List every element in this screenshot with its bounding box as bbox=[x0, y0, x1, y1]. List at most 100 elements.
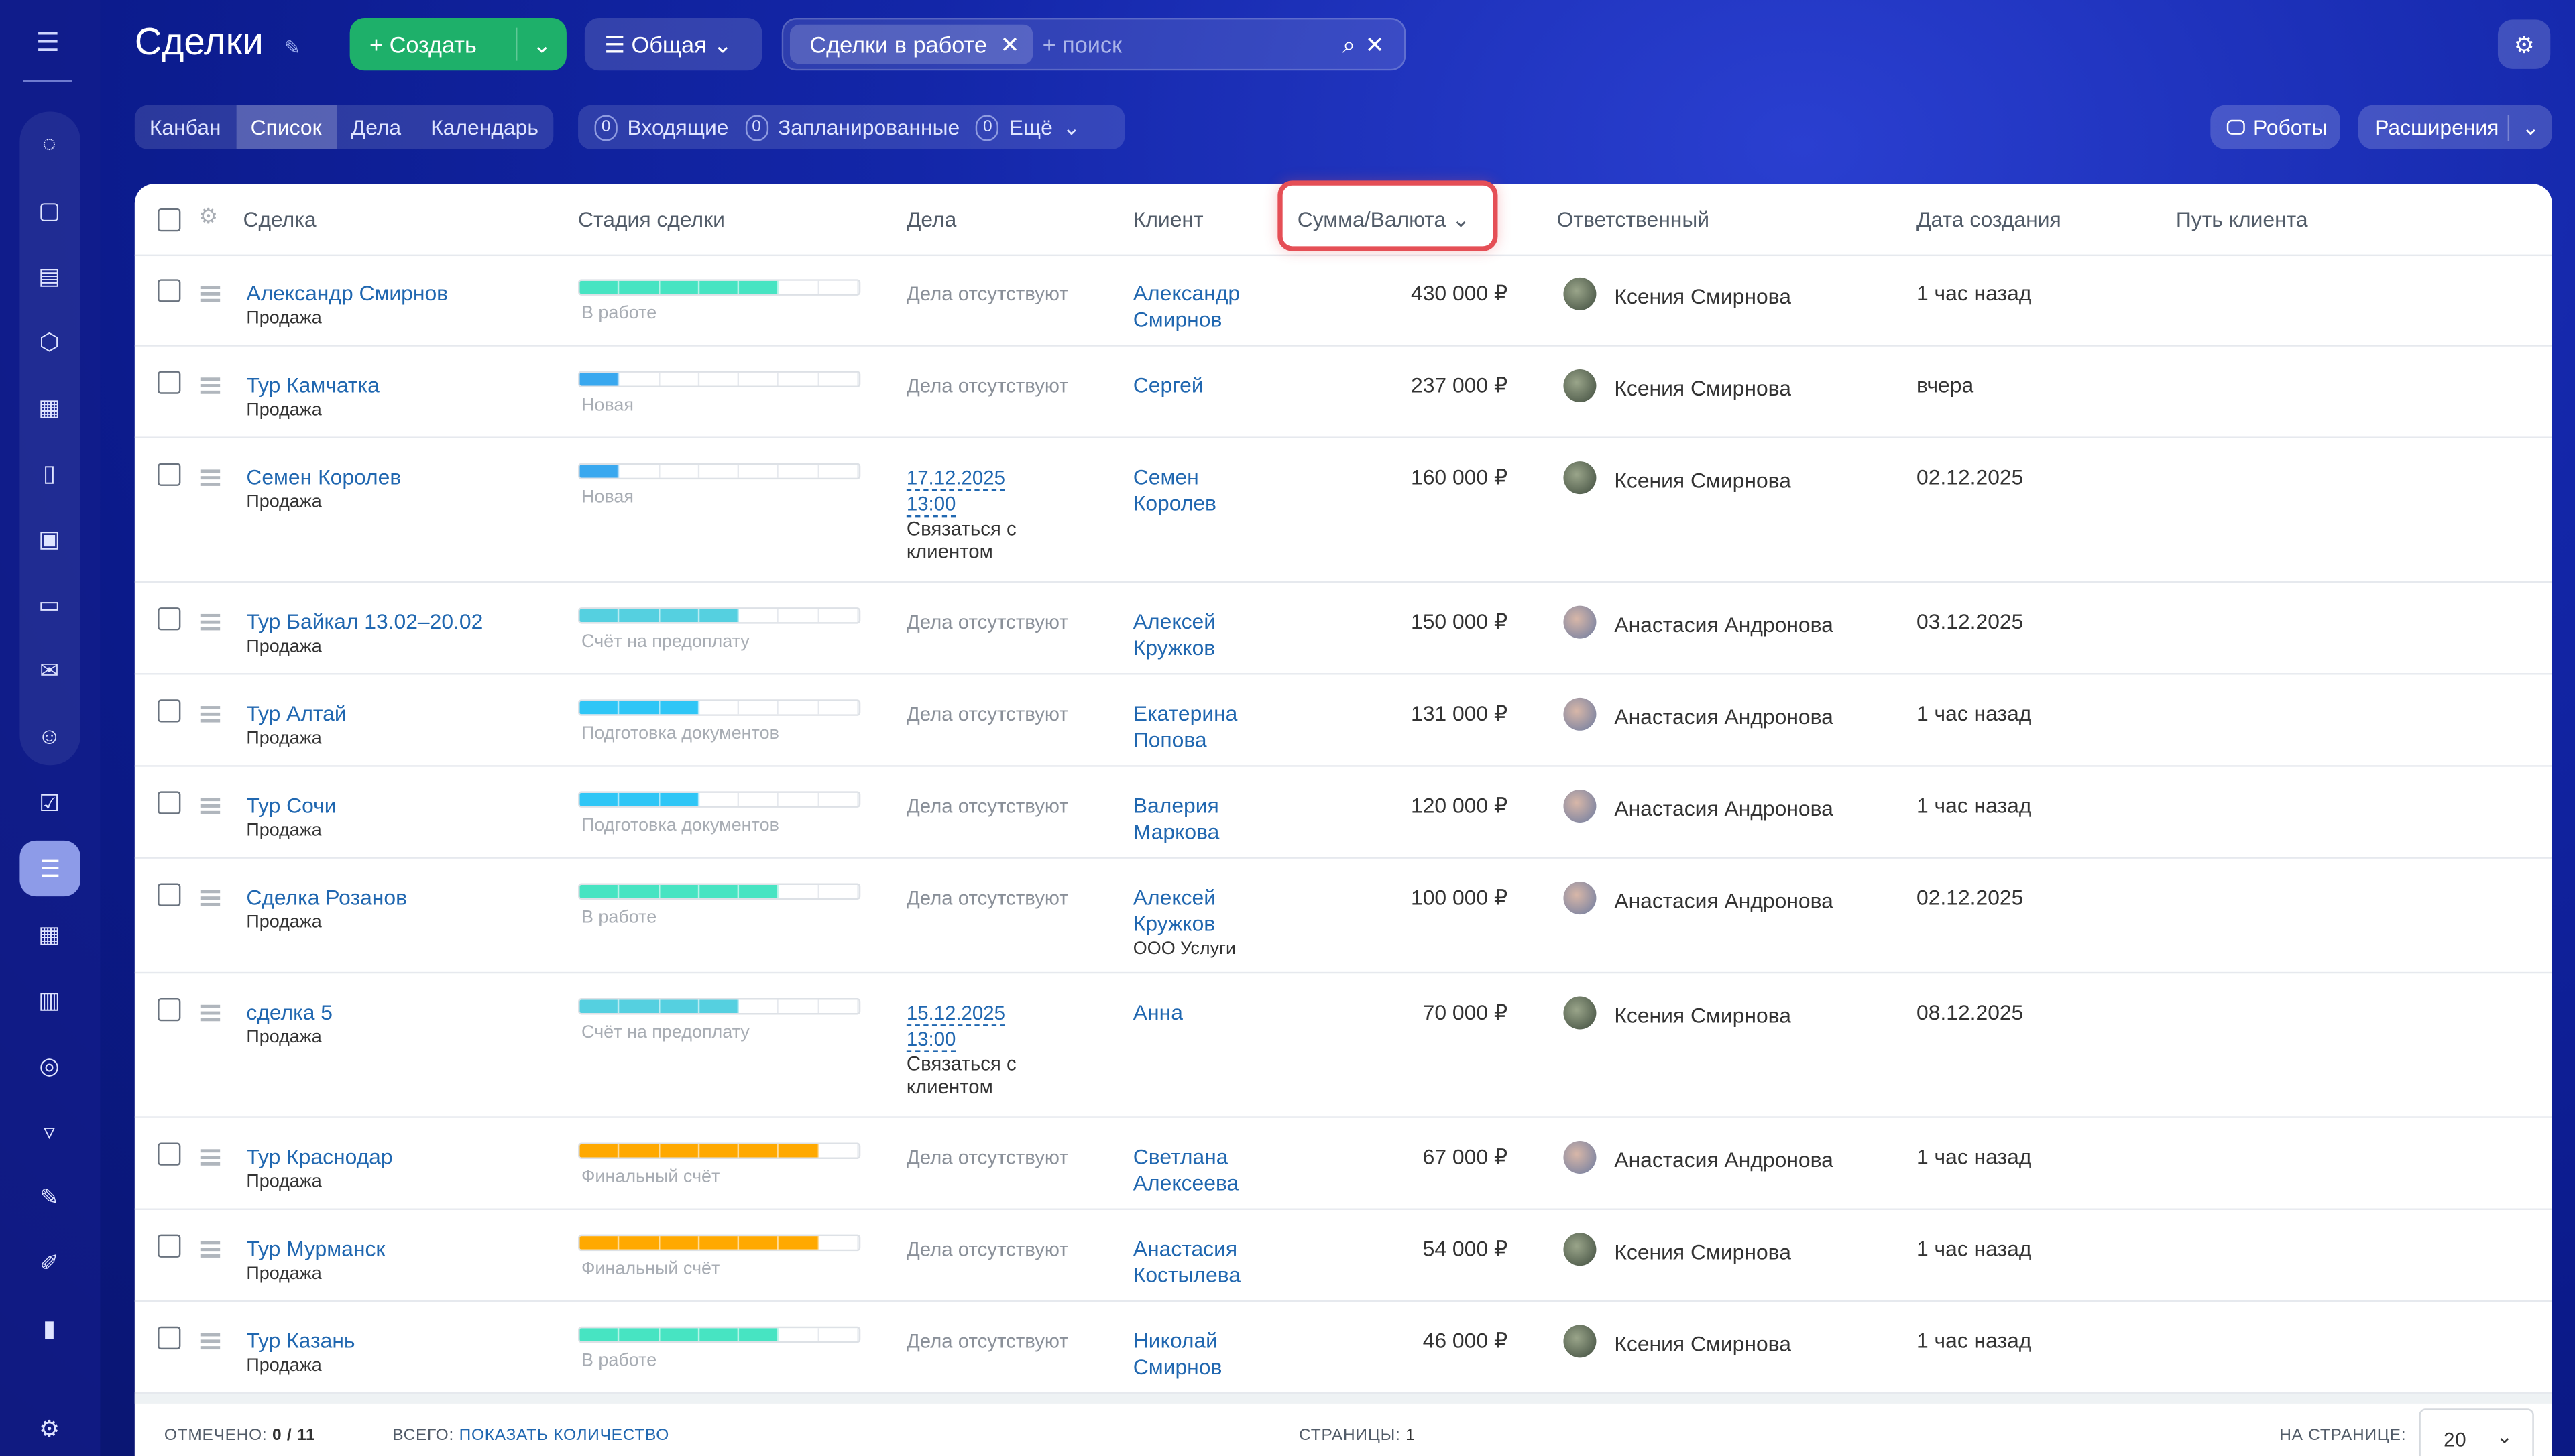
col-stage[interactable]: Стадия сделки bbox=[578, 206, 725, 232]
drag-handle-icon[interactable] bbox=[200, 798, 221, 814]
col-responsible[interactable]: Ответственный bbox=[1556, 206, 1710, 232]
row-checkbox[interactable] bbox=[158, 1142, 181, 1166]
row-checkbox[interactable] bbox=[158, 371, 181, 394]
drag-handle-icon[interactable] bbox=[200, 1333, 221, 1350]
board-icon[interactable]: ▣ bbox=[38, 525, 60, 552]
counter-2[interactable]: 0 Ещё bbox=[960, 114, 1053, 141]
avatar[interactable] bbox=[1563, 277, 1597, 310]
stage-progress-bar[interactable] bbox=[578, 279, 861, 296]
drag-handle-icon[interactable] bbox=[200, 613, 221, 631]
client-link[interactable]: Анастасия Костылева bbox=[1133, 1236, 1241, 1288]
extensions-button[interactable]: Расширения ⌄ bbox=[2358, 105, 2552, 149]
client-link[interactable]: Екатерина Попова bbox=[1133, 701, 1238, 752]
table-row[interactable]: Тур Байкал 13.02–20.02 Продажа Счёт на пре… bbox=[134, 583, 2552, 675]
table-row[interactable]: Тур Алтай Продажа Подготовка документов Дел… bbox=[134, 675, 2552, 767]
chat-icon[interactable]: ▢ bbox=[38, 196, 60, 224]
table-row[interactable]: сделка 5 Продажа Счёт на предоплату 15.12.2… bbox=[134, 973, 2552, 1118]
avatar[interactable] bbox=[1563, 996, 1597, 1030]
deal-name-link[interactable]: Тур Камчатка bbox=[246, 372, 380, 398]
drag-handle-icon[interactable] bbox=[200, 1149, 221, 1166]
stage-progress-bar[interactable] bbox=[578, 883, 861, 900]
view-tab[interactable]: Список bbox=[235, 105, 337, 149]
row-checkbox[interactable] bbox=[158, 997, 181, 1022]
client-link[interactable]: Семен Королев bbox=[1133, 465, 1216, 515]
search-icon[interactable]: ⌕ bbox=[1342, 30, 1356, 57]
show-count-link[interactable]: ПОКАЗАТЬ КОЛИЧЕСТВО bbox=[459, 1427, 670, 1445]
deal-name-link[interactable]: Тур Байкал 13.02–20.02 bbox=[246, 609, 483, 634]
view-tab[interactable]: Дела bbox=[351, 115, 402, 140]
table-row[interactable]: Семен Королев Продажа Новая 17.12.2025 13:00… bbox=[134, 438, 2552, 583]
chevron-down-icon[interactable]: ⌄ bbox=[2507, 114, 2552, 141]
row-checkbox[interactable] bbox=[158, 883, 181, 906]
deal-name-link[interactable]: Тур Казань bbox=[246, 1328, 355, 1353]
deal-name-link[interactable]: Тур Алтай bbox=[246, 701, 347, 726]
store-icon[interactable]: ▥ bbox=[38, 986, 60, 1014]
edit-icon[interactable]: ✐ bbox=[40, 1249, 59, 1276]
responsible-name[interactable]: Ксения Смирнова bbox=[1614, 1003, 1791, 1028]
responsible-name[interactable]: Анастасия Андронова bbox=[1614, 704, 1833, 729]
search-input[interactable]: + поиск bbox=[1042, 31, 1123, 58]
clear-icon[interactable]: ✕ bbox=[1365, 30, 1385, 57]
task-time-link[interactable]: 13:00 bbox=[906, 492, 956, 518]
responsible-name[interactable]: Анастасия Андронова bbox=[1614, 1147, 1833, 1172]
deals-icon[interactable]: ☰ bbox=[19, 840, 81, 897]
avatar[interactable] bbox=[1563, 789, 1597, 823]
col-path[interactable]: Путь клиента bbox=[2175, 206, 2308, 232]
drag-handle-icon[interactable] bbox=[200, 1004, 221, 1022]
select-all-checkbox[interactable] bbox=[158, 208, 181, 232]
row-checkbox[interactable] bbox=[158, 607, 181, 631]
deal-name-link[interactable]: Сделка Розанов bbox=[246, 885, 408, 910]
client-link[interactable]: Сергей bbox=[1133, 372, 1204, 398]
stage-progress-bar[interactable] bbox=[578, 791, 861, 808]
responsible-name[interactable]: Анастасия Андронова bbox=[1614, 796, 1833, 821]
create-button[interactable]: + Создать ⌄ bbox=[349, 17, 567, 71]
table-row[interactable]: Сделка Розанов Продажа В работе Дела отсутс… bbox=[134, 859, 2552, 974]
responsible-name[interactable]: Ксения Смирнова bbox=[1614, 1331, 1791, 1356]
category-selector[interactable]: ☰ Общая ⌄ bbox=[584, 17, 762, 71]
drag-handle-icon[interactable] bbox=[200, 706, 221, 723]
avatar[interactable] bbox=[1563, 461, 1597, 495]
drag-handle-icon[interactable] bbox=[200, 890, 221, 906]
stage-progress-bar[interactable] bbox=[578, 371, 861, 387]
drag-handle-icon[interactable] bbox=[200, 469, 221, 486]
deal-name-link[interactable]: Тур Сочи bbox=[246, 792, 337, 818]
drive-icon[interactable]: ▭ bbox=[38, 591, 60, 617]
row-checkbox[interactable] bbox=[158, 1234, 181, 1258]
table-row[interactable]: Тур Мурманск Продажа Финальный счёт Дела от… bbox=[134, 1210, 2552, 1302]
client-link[interactable]: Анна bbox=[1133, 999, 1183, 1025]
table-row[interactable]: Александр Смирнов Продажа В работе Дела отс… bbox=[134, 255, 2552, 347]
drag-handle-icon[interactable] bbox=[200, 1241, 221, 1258]
drag-handle-icon[interactable] bbox=[200, 286, 221, 302]
chevron-down-icon[interactable]: ⌄ bbox=[515, 27, 567, 61]
deal-name-link[interactable]: Тур Мурманск bbox=[246, 1236, 386, 1261]
stage-progress-bar[interactable] bbox=[578, 699, 861, 716]
robots-button[interactable]: Роботы bbox=[2210, 105, 2340, 149]
responsible-name[interactable]: Ксения Смирнова bbox=[1614, 375, 1791, 401]
stage-progress-bar[interactable] bbox=[578, 997, 861, 1015]
deal-name-link[interactable]: Семен Королев bbox=[246, 465, 402, 489]
filter-chip[interactable]: Сделки в работе ✕ bbox=[789, 24, 1033, 64]
contacts-icon[interactable]: ☺ bbox=[37, 722, 61, 749]
col-deal[interactable]: Сделка bbox=[243, 206, 317, 232]
avatar[interactable] bbox=[1563, 1233, 1597, 1266]
stage-progress-bar[interactable] bbox=[578, 1234, 861, 1252]
deal-name-link[interactable]: сделка 5 bbox=[246, 999, 333, 1025]
feed-icon[interactable]: ▤ bbox=[38, 262, 60, 290]
task-date-link[interactable]: 17.12.2025 bbox=[906, 466, 1005, 491]
client-link[interactable]: Александр Смирнов bbox=[1133, 280, 1241, 332]
responsible-name[interactable]: Ксения Смирнова bbox=[1614, 467, 1791, 493]
stage-progress-bar[interactable] bbox=[578, 463, 861, 480]
counter-0[interactable]: 0 Входящие bbox=[578, 114, 728, 141]
cart-icon[interactable]: ▿ bbox=[43, 1117, 56, 1144]
client-link[interactable]: Николай Смирнов bbox=[1133, 1328, 1222, 1380]
row-checkbox[interactable] bbox=[158, 279, 181, 302]
table-row[interactable]: Тур Камчатка Продажа Новая Дела отсутствуют… bbox=[134, 347, 2552, 438]
avatar[interactable] bbox=[1563, 882, 1597, 915]
client-link[interactable]: Алексей Кружков bbox=[1133, 609, 1216, 660]
responsible-name[interactable]: Анастасия Андронова bbox=[1614, 612, 1833, 638]
stage-progress-bar[interactable] bbox=[578, 607, 861, 624]
mail-icon[interactable]: ✉ bbox=[40, 656, 59, 683]
view-tab[interactable]: Календарь bbox=[431, 115, 538, 140]
task-time-link[interactable]: 13:00 bbox=[906, 1028, 956, 1052]
client-link[interactable]: Светлана Алексеева bbox=[1133, 1144, 1239, 1195]
